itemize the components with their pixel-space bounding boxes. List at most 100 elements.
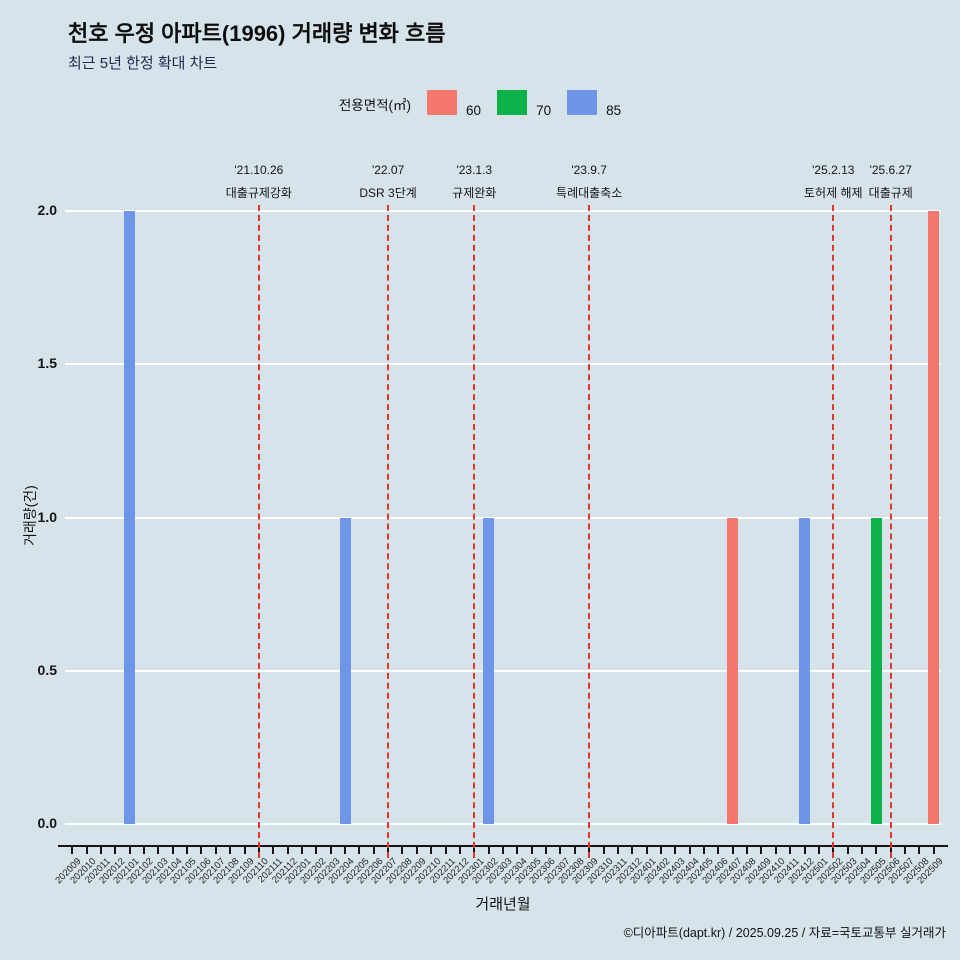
y-tick-label: 0.5 (37, 661, 57, 678)
x-axis-tick (573, 847, 576, 854)
x-axis-tick (904, 847, 907, 854)
x-axis-tick (286, 847, 289, 854)
legend: 전용면적(㎡) 60 70 85 (0, 90, 960, 118)
gridline-y-2 (65, 210, 941, 212)
x-axis-tick (444, 847, 447, 854)
x-axis-tick (214, 847, 217, 854)
x-axis-tick (99, 847, 102, 854)
y-tick-label: 0.0 (37, 815, 57, 831)
legend-title: 전용면적(㎡) (338, 98, 412, 113)
x-axis-tick (760, 847, 763, 854)
x-axis-tick (717, 847, 720, 854)
event-line-202502 (832, 205, 835, 858)
legend-swatch-70 (497, 90, 528, 115)
x-axis-tick (545, 847, 548, 854)
x-axis-tick (875, 847, 878, 854)
x-axis-tick (645, 847, 648, 854)
x-axis-tick (631, 847, 634, 854)
x-axis-title: 거래년월 (475, 896, 531, 913)
x-axis-tick (789, 847, 792, 854)
event-date-label: '23.1.3 (456, 163, 493, 177)
legend-item-label: 85 (606, 103, 622, 118)
gridline-y-0.5 (65, 669, 941, 672)
event-date-label: '22.07 (371, 163, 405, 177)
x-axis-tick (932, 847, 935, 854)
y-tick-label: 1.5 (37, 355, 57, 372)
chart-subtitle: 최근 5년 한정 확대 차트 (68, 55, 218, 72)
gridline-y-1 (65, 516, 941, 519)
gridline-y-0 (65, 823, 941, 825)
x-axis-tick (401, 847, 404, 854)
x-axis-tick (502, 847, 504, 854)
y-axis-title: 거래량(건) (22, 485, 38, 546)
x-axis-tick (142, 847, 145, 854)
x-axis-tick (329, 847, 332, 854)
x-axis-tick (774, 847, 777, 854)
x-axis-tick (803, 847, 806, 854)
x-axis-tick (746, 847, 749, 854)
event-date-label: '23.9.7 (571, 163, 607, 177)
x-axis-tick (300, 847, 303, 854)
x-axis-tick (243, 847, 246, 854)
x-axis-tick (861, 847, 864, 854)
event-name-label: 대출규제 (868, 186, 913, 200)
x-axis-tick (559, 847, 562, 854)
bar-60sqm-202407 (727, 517, 739, 824)
bar-70sqm-202505 (870, 517, 882, 824)
y-tick-label: 2.0 (37, 202, 57, 218)
event-name-label: DSR 3단계 (359, 186, 417, 200)
legend-swatch-60 (427, 90, 458, 115)
legend-item-label: 60 (466, 103, 482, 118)
event-date-label: '21.10.26 (234, 163, 284, 177)
event-date-label: '25.6.27 (869, 163, 912, 177)
event-line-202301 (473, 205, 476, 858)
bar-60sqm-202509 (928, 211, 940, 824)
x-axis-tick (487, 847, 490, 854)
x-axis-tick (516, 847, 519, 854)
x-axis-tick (71, 847, 74, 854)
event-name-label: 토허제 해제 (804, 186, 863, 200)
x-axis-line (58, 845, 948, 847)
chart-title: 천호 우정 아파트(1996) 거래량 변화 흐름 (68, 21, 446, 46)
x-axis-tick (659, 847, 662, 854)
bar-85sqm-202302 (483, 517, 495, 824)
x-axis-tick (157, 847, 160, 854)
legend-items: 60 70 85 (411, 90, 621, 118)
bar-85sqm-202101 (124, 211, 136, 824)
x-axis-tick (703, 847, 706, 854)
x-axis-tick (186, 847, 189, 854)
event-line-202207 (387, 205, 390, 858)
legend-item-label: 70 (536, 103, 552, 118)
x-axis-tick (458, 847, 461, 854)
x-axis-tick (85, 847, 88, 854)
event-line-202506 (889, 205, 892, 858)
x-axis-tick (674, 847, 677, 854)
legend-swatch-85 (567, 90, 598, 115)
event-name-label: 규제완화 (452, 186, 497, 200)
x-axis-tick (530, 847, 533, 854)
bar-85sqm-202204 (339, 517, 351, 824)
event-name-label: 대출규제강화 (225, 186, 292, 200)
x-axis-tick (415, 847, 418, 854)
x-axis-tick (430, 847, 433, 854)
x-axis-tick (918, 847, 921, 854)
bar-85sqm-202412 (799, 517, 811, 824)
copyright-footer: ©디아파트(dapt.kr) / 2025.09.25 / 자료=국토교통부 실… (623, 926, 946, 940)
x-axis-tick (358, 847, 361, 854)
x-axis-tick (846, 847, 849, 854)
x-axis-tick (616, 847, 619, 854)
x-axis-tick (171, 847, 174, 854)
x-axis-tick (817, 847, 820, 854)
event-name-label: 특례대출축소 (556, 186, 623, 200)
x-axis-tick (114, 847, 117, 854)
x-axis-tick (344, 847, 347, 854)
x-axis-tick (602, 847, 605, 854)
x-axis-tick (731, 847, 734, 854)
event-date-label: '25.2.13 (812, 163, 855, 177)
x-axis-tick (128, 847, 131, 854)
event-line-202309 (588, 205, 591, 858)
x-axis-tick (200, 847, 203, 854)
x-axis-tick (372, 847, 375, 854)
y-tick-label: 1.0 (37, 508, 57, 525)
